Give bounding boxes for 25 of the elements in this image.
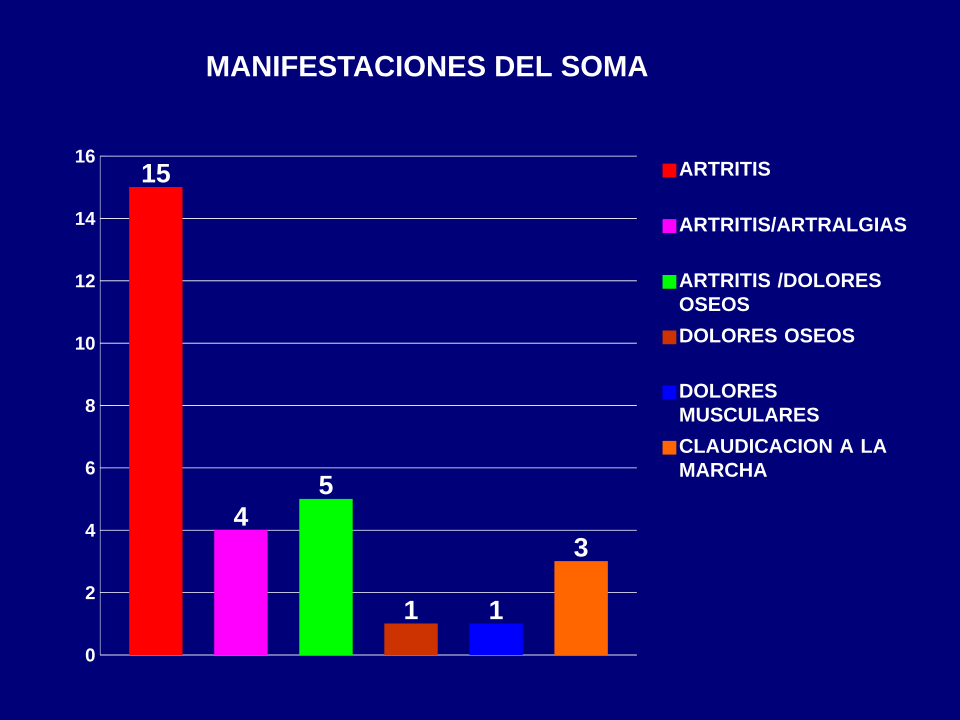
y-tick-label: 16 [76, 149, 95, 163]
y-tick-label: 8 [86, 398, 95, 412]
y-tick-label: 0 [86, 648, 95, 662]
legend-label: DOLORES OSEOS [680, 328, 854, 343]
data-label: 5 [319, 476, 333, 494]
data-label: 4 [234, 507, 248, 526]
bar [384, 624, 438, 655]
legend-label: ARTRITIS/ARTRALGIAS [679, 216, 906, 232]
y-tick-label: 10 [76, 336, 95, 350]
data-label: 3 [574, 538, 588, 557]
data-label: 1 [405, 600, 418, 620]
data-label: 15 [142, 164, 170, 183]
legend-label: DOLORES MUSCULARES [680, 384, 819, 422]
y-tick-label: 14 [76, 212, 96, 225]
legend-label: ARTRITIS /DOLORES OSEOS [679, 272, 881, 312]
y-tick-label: 2 [86, 586, 95, 600]
bar [299, 498, 353, 655]
legend-label: ARTRITIS [679, 162, 770, 176]
y-tick-label: 6 [86, 461, 95, 474]
data-label: 1 [490, 600, 503, 620]
legend-label: CLAUDICACION A LA MARCHA [680, 438, 887, 477]
y-tick-label: 12 [76, 274, 95, 288]
chart-title: MANIFESTACIONES DEL SOMA [208, 56, 648, 76]
y-tick-label: 4 [85, 524, 96, 537]
bar [214, 530, 268, 655]
